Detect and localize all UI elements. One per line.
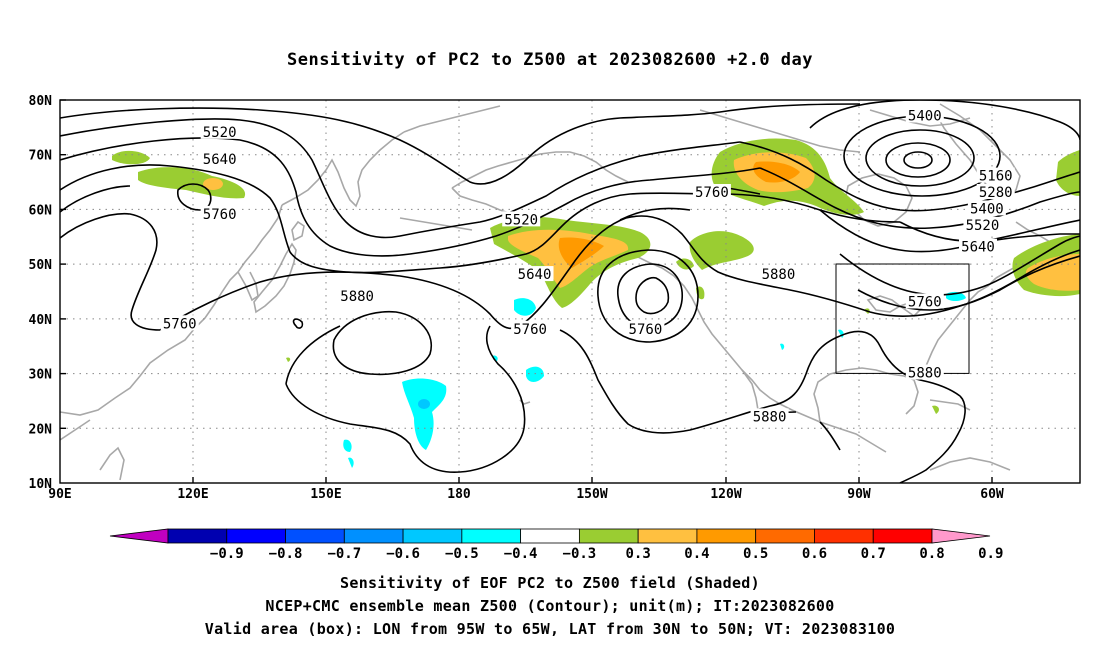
contour-label-background bbox=[338, 287, 377, 303]
lon-label-150w: 150W bbox=[576, 487, 607, 502]
lat-label-20n: 20N bbox=[29, 422, 53, 437]
colorbar-label: 0.9 bbox=[978, 546, 1003, 562]
contour-labels: 5520 5640 5760 5760 5880 5520 5640 5760 5760 5760… bbox=[160, 107, 1015, 425]
contour-label-background bbox=[626, 320, 665, 336]
contour-label-background bbox=[692, 184, 731, 200]
contour-label-background bbox=[511, 320, 550, 336]
colorbar: −0.9 −0.8 −0.7 −0.6 −0.5 −0.4 −0.3 0.3 0.4 0.5 0.6… bbox=[109, 528, 1003, 562]
contour-label: 5760 bbox=[203, 207, 237, 223]
colorbar-label: −0.4 bbox=[504, 546, 538, 562]
colorbar-swatch bbox=[578, 528, 639, 544]
contour-label-background bbox=[905, 293, 944, 309]
contour-label-background bbox=[905, 107, 944, 123]
contour-label-background bbox=[502, 211, 541, 227]
lat-label-50n: 50N bbox=[29, 258, 53, 273]
contour-label: 5760 bbox=[629, 322, 663, 338]
colorbar-swatch bbox=[226, 528, 286, 544]
lat-label-80n: 80N bbox=[29, 94, 53, 109]
contour-label: 5880 bbox=[908, 366, 942, 382]
tick-marks bbox=[60, 99, 993, 483]
colorbar-label: −0.9 bbox=[210, 546, 244, 562]
contour-label: 5760 bbox=[908, 294, 942, 310]
z500-contours bbox=[60, 100, 1080, 483]
colorbar-label: −0.8 bbox=[269, 546, 303, 562]
map-title: Sensitivity of PC2 to Z500 at 2023082600… bbox=[286, 50, 813, 70]
contour-label-background bbox=[967, 200, 1006, 216]
lon-label-180: 180 bbox=[447, 487, 471, 502]
colorbar-label: 0.8 bbox=[919, 546, 944, 562]
contour-label: 5760 bbox=[163, 316, 197, 332]
lon-label-120w: 120W bbox=[710, 487, 741, 502]
colorbar-swatch bbox=[637, 528, 698, 544]
contour-label-background bbox=[200, 123, 239, 139]
map-frame bbox=[59, 99, 1081, 484]
contour-label: 5760 bbox=[513, 322, 547, 338]
lat-label-40n: 40N bbox=[29, 313, 53, 328]
colorbar-label: 0.4 bbox=[684, 546, 709, 562]
colorbar-label: −0.3 bbox=[563, 546, 597, 562]
lon-label-90w: 90W bbox=[847, 487, 871, 502]
contour-label-background bbox=[959, 238, 997, 254]
contour-label: 5880 bbox=[762, 267, 796, 283]
caption-line-3: Valid area (box): LON from 95W to 65W, L… bbox=[204, 620, 896, 638]
contour-label-background bbox=[976, 184, 1015, 200]
contour-label: 5520 bbox=[966, 218, 1000, 234]
lat-label-30n: 30N bbox=[29, 368, 53, 383]
contour-label-background bbox=[963, 216, 1002, 232]
colorbar-swatch bbox=[167, 528, 228, 544]
colorbar-label: 0.6 bbox=[802, 546, 827, 562]
contour-label-background bbox=[200, 151, 239, 167]
colorbar-swatch bbox=[461, 528, 522, 544]
lon-label-90e: 90E bbox=[48, 487, 71, 502]
contour-label-background bbox=[905, 364, 944, 380]
contour-label-background bbox=[200, 205, 239, 221]
caption-line-1: Sensitivity of EOF PC2 to Z500 field (Sh… bbox=[340, 574, 760, 592]
colorbar-swatch bbox=[343, 528, 404, 544]
contour-label: 5400 bbox=[908, 108, 942, 124]
contour-label-background bbox=[750, 408, 789, 424]
colorbar-swatch bbox=[872, 528, 933, 544]
contour-label: 5400 bbox=[970, 201, 1004, 217]
colorbar-swatch bbox=[814, 528, 874, 544]
longitude-labels: 90E 120E 150E 180 150W 120W 90W 60W bbox=[48, 487, 1004, 502]
colorbar-swatch bbox=[402, 528, 463, 544]
contour-label-background bbox=[160, 315, 199, 331]
colorbar-label: 0.3 bbox=[626, 546, 651, 562]
contour-label: 5640 bbox=[203, 152, 237, 168]
contour-label-background bbox=[976, 167, 1015, 183]
colorbar-label: 0.5 bbox=[743, 546, 768, 562]
colorbar-swatch bbox=[520, 528, 580, 544]
lon-label-150e: 150E bbox=[310, 487, 341, 502]
colorbar-label: −0.6 bbox=[386, 546, 420, 562]
lat-label-60n: 60N bbox=[29, 203, 53, 218]
colorbar-swatch bbox=[285, 528, 345, 544]
contour-label: 5520 bbox=[504, 212, 538, 228]
contour-label: 5760 bbox=[695, 185, 729, 201]
contour-label: 5520 bbox=[203, 125, 237, 141]
colorbar-label: −0.7 bbox=[327, 546, 361, 562]
contour-label-background bbox=[759, 266, 798, 282]
lon-label-60w: 60W bbox=[980, 487, 1004, 502]
contour-label: 5880 bbox=[753, 409, 787, 425]
contour-label-background bbox=[515, 266, 554, 282]
colorbar-label: 0.7 bbox=[861, 546, 886, 562]
colorbar-swatch bbox=[755, 528, 815, 544]
contour-label: 5160 bbox=[979, 169, 1013, 185]
contour-label: 5640 bbox=[961, 240, 995, 256]
lat-label-70n: 70N bbox=[29, 149, 53, 164]
colorbar-right-extension bbox=[931, 528, 991, 544]
colorbar-label: −0.5 bbox=[445, 546, 479, 562]
contour-label: 5640 bbox=[518, 267, 552, 283]
lat-label-10n: 10N bbox=[29, 477, 53, 492]
colorbar-left-extension bbox=[109, 528, 169, 544]
valid-area-box bbox=[835, 263, 970, 374]
colorbar-swatch bbox=[696, 528, 757, 544]
latitude-labels: 80N 70N 60N 50N 40N 30N 20N 10N bbox=[29, 94, 53, 492]
lon-label-120e: 120E bbox=[177, 487, 208, 502]
contour-label: 5280 bbox=[979, 185, 1013, 201]
caption-line-2: NCEP+CMC ensemble mean Z500 (Contour); u… bbox=[265, 597, 835, 615]
contour-label: 5880 bbox=[340, 289, 374, 305]
